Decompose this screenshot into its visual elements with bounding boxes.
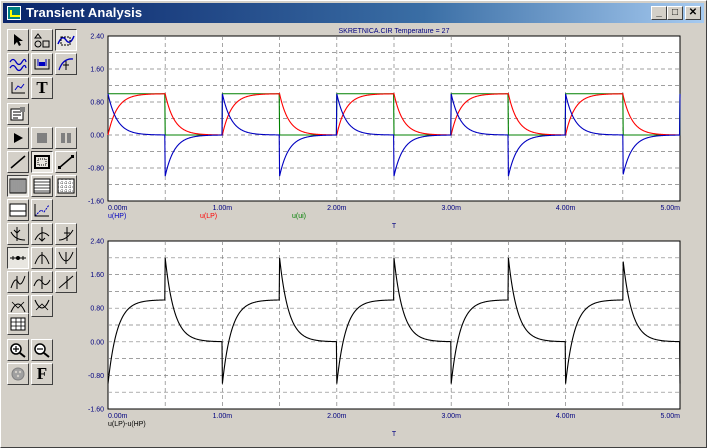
pause-icon[interactable] <box>55 127 77 149</box>
close-button[interactable]: ✕ <box>685 6 701 20</box>
zoom-in-icon[interactable] <box>7 339 29 361</box>
slope-icon[interactable] <box>55 271 77 293</box>
axis-icon[interactable] <box>7 77 29 99</box>
x-axis-label: T <box>392 223 397 230</box>
grid-sparse-icon[interactable] <box>55 175 77 197</box>
chart-title: SKRETNICA.CIR Temperature = 27 <box>339 28 450 35</box>
table-icon[interactable] <box>7 313 29 335</box>
series-line-u(LP)-u(HP)[interactable] <box>107 257 681 384</box>
x-tick-label: 1.00m <box>213 205 233 212</box>
maximize-button[interactable]: □ <box>667 6 683 20</box>
plots-svg: 2.40 1.60 0.80 0.00 -0.80 -1.60 0.00m 1.00m 2.00… <box>88 28 681 438</box>
legend-entry-u(HP): u(HP) <box>108 213 126 220</box>
x-tick-label: 2.00m <box>327 205 347 212</box>
waveform-icon[interactable] <box>7 53 29 75</box>
curve-zoom-icon[interactable] <box>55 29 77 51</box>
title-bar[interactable]: Transient Analysis _ □ ✕ <box>3 3 704 23</box>
y-tick-label: -0.80 <box>88 373 104 380</box>
grid-medium-icon[interactable] <box>31 175 53 197</box>
x-tick-label: 0.00m <box>108 413 128 420</box>
series-line-u(LP)[interactable] <box>107 93 680 136</box>
x-tick-label: 3.00m <box>441 205 461 212</box>
diagonal-icon[interactable] <box>55 151 77 173</box>
y-tick-label: 0.80 <box>90 100 104 107</box>
y-tick-label: -0.80 <box>88 166 104 173</box>
zoom-out-icon[interactable] <box>31 339 53 361</box>
x-tick-label: 1.00m <box>213 413 233 420</box>
minimize-button[interactable]: _ <box>651 6 667 20</box>
properties-icon[interactable] <box>7 103 29 125</box>
cursor-curve-icon[interactable] <box>55 53 77 75</box>
cursor-left-icon[interactable] <box>7 223 29 245</box>
cursor-right-icon[interactable] <box>55 223 77 245</box>
series-line-u(HP)[interactable] <box>107 93 681 177</box>
x-axis-label: T <box>392 431 397 438</box>
min-icon[interactable] <box>31 295 53 317</box>
line-icon[interactable] <box>7 151 29 173</box>
peak-up-icon[interactable] <box>31 247 53 269</box>
cursor-mid-icon[interactable] <box>31 223 53 245</box>
select-arrow-icon[interactable] <box>7 29 29 51</box>
x-tick-label: 4.00m <box>556 205 576 212</box>
text-tool[interactable]: T <box>31 77 53 99</box>
grid-dense-icon[interactable] <box>7 175 29 197</box>
y-tick-label: 1.60 <box>90 67 104 74</box>
valley-icon[interactable] <box>55 247 77 269</box>
legend-entry-u(ui): u(ui) <box>292 213 306 220</box>
y-tick-label: -1.60 <box>88 199 104 206</box>
palette-icon[interactable] <box>7 363 29 385</box>
x-tick-label: 2.00m <box>327 413 347 420</box>
y-tick-label: 1.60 <box>90 272 104 279</box>
shapes-icon[interactable] <box>31 29 53 51</box>
scale-icon[interactable] <box>31 53 53 75</box>
stop-icon[interactable] <box>31 127 53 149</box>
inflection-icon[interactable] <box>7 271 29 293</box>
run-icon[interactable] <box>7 127 29 149</box>
legend-entry-u(LP): u(LP) <box>200 213 217 220</box>
x-tick-label: 3.00m <box>441 413 461 420</box>
y-tick-label: 2.40 <box>90 34 104 41</box>
x-tick-label: 5.00m <box>661 413 681 420</box>
wave-icon[interactable] <box>31 271 53 293</box>
y-tick-label: 0.00 <box>90 339 104 346</box>
x-tick-label: 4.00m <box>556 413 576 420</box>
xy-plot-icon[interactable] <box>31 199 53 221</box>
text-tool-label: T <box>36 78 48 97</box>
font-tool[interactable]: F <box>31 363 53 385</box>
plot-area: 2.40 1.60 0.80 0.00 -0.80 -1.60 0.00m 1.00m 2.00… <box>83 25 704 445</box>
y-tick-label: -1.60 <box>88 407 104 414</box>
font-tool-label: F <box>36 364 48 383</box>
panel-icon[interactable] <box>7 199 29 221</box>
tool-palette: T <box>7 29 81 441</box>
peak-icon[interactable] <box>7 247 29 269</box>
frame-icon[interactable] <box>31 151 53 173</box>
app-icon[interactable] <box>7 6 21 20</box>
y-tick-label: 2.40 <box>90 239 104 246</box>
x-tick-label: 0.00m <box>108 205 128 212</box>
y-tick-label: 0.80 <box>90 306 104 313</box>
y-tick-label: 0.00 <box>90 133 104 140</box>
x-tick-label: 5.00m <box>661 205 681 212</box>
window-title: Transient Analysis <box>26 5 143 20</box>
legend-entry-u(LP)-u(HP): u(LP)-u(HP) <box>108 421 146 428</box>
